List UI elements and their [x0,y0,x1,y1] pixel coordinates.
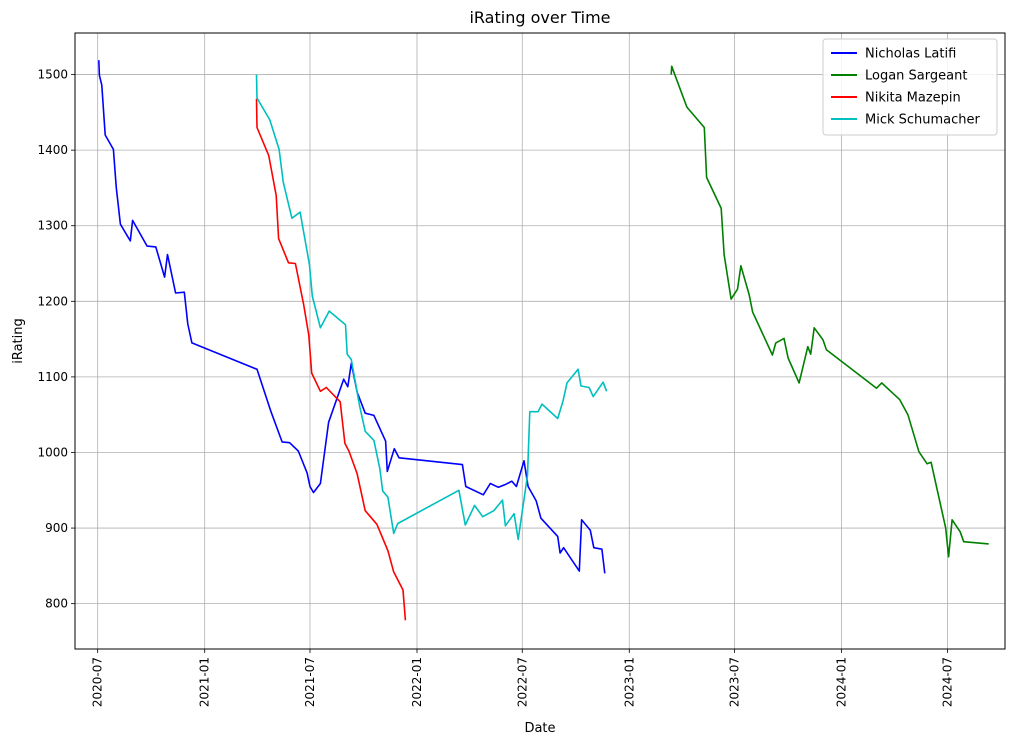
series-line-mick-schumacher [255,74,608,541]
x-tick-label: 2023-07 [728,657,742,707]
series-line-nikita-mazepin [255,98,407,621]
y-tick-label: 900 [45,521,68,535]
series-lines [98,60,989,621]
y-tick-label: 800 [45,597,68,611]
y-tick-label: 1000 [37,445,68,459]
x-tick-label: 2022-01 [410,657,424,707]
legend-label-nicholas-latifi: Nicholas Latifi [865,47,956,62]
x-tick-label: 2024-07 [940,657,954,707]
chart-title: iRating over Time [469,8,610,27]
x-axis-label: Date [524,721,555,736]
y-tick-label: 1200 [37,294,68,308]
x-tick-label: 2021-07 [303,657,317,707]
series-line-logan-sargeant [670,65,989,558]
y-tick-label: 1100 [37,370,68,384]
legend-label-nikita-mazepin: Nikita Mazepin [865,91,961,106]
axes: 2020-07 2021-01 2021-07 2022-01 2022-07 2023-… [37,68,954,708]
x-tick-label: 2024-01 [835,657,849,707]
x-tick-label: 2021-01 [198,657,212,707]
x-tick-label: 2022-07 [515,657,529,707]
x-tick-label: 2020-07 [91,657,105,707]
y-tick-label: 1300 [37,219,68,233]
y-axis-label: iRating [11,318,26,364]
legend-label-logan-sargeant: Logan Sargeant [865,69,967,84]
legend-box [822,38,998,136]
series-line-nicholas-latifi [98,60,606,574]
grid [75,33,1005,649]
legend-label-mick-schumacher: Mick Schumacher [865,113,981,128]
legend: Nicholas Latifi Logan Sargeant Nikita Maze… [822,38,998,136]
plot-area-frame [74,32,1006,650]
y-tick-label: 1400 [37,143,68,157]
y-tick-label: 1500 [37,68,68,82]
x-tick-label: 2023-01 [622,657,636,707]
